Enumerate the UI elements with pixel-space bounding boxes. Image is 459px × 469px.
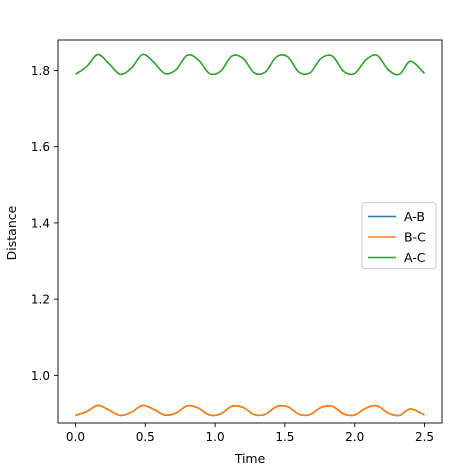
- legend-label: A-C: [404, 250, 426, 265]
- series-line-a-c: [75, 53, 426, 76]
- legend: A-B B-C A-C: [361, 202, 437, 269]
- x-tick-label: 2.0: [345, 430, 364, 444]
- plot-frame: [57, 39, 443, 424]
- y-tick-label: 1.2: [31, 293, 50, 307]
- series-line-b-c: [75, 404, 425, 417]
- series-lines: [75, 53, 426, 417]
- x-tick-label: 2.5: [415, 430, 434, 444]
- y-tick-label: 1.8: [31, 64, 50, 78]
- legend-label: B-C: [404, 230, 426, 245]
- x-axis-label: Time: [234, 451, 266, 466]
- x-axis: 0.0 0.5 1.0 1.5 2.0 2.5: [66, 423, 434, 444]
- x-tick-label: 0.0: [66, 430, 85, 444]
- y-tick-label: 1.6: [31, 140, 50, 154]
- x-tick-label: 0.5: [136, 430, 155, 444]
- legend-box: [361, 202, 437, 269]
- y-tick-label: 1.0: [31, 369, 50, 383]
- x-tick-label: 1.5: [275, 430, 294, 444]
- legend-label: A-B: [404, 209, 425, 224]
- y-tick-label: 1.4: [31, 216, 50, 230]
- plot-area: [57, 39, 443, 424]
- x-tick-label: 1.0: [206, 430, 225, 444]
- y-axis-label: Distance: [4, 205, 19, 260]
- y-axis: 1.0 1.2 1.4 1.6 1.8: [31, 64, 58, 383]
